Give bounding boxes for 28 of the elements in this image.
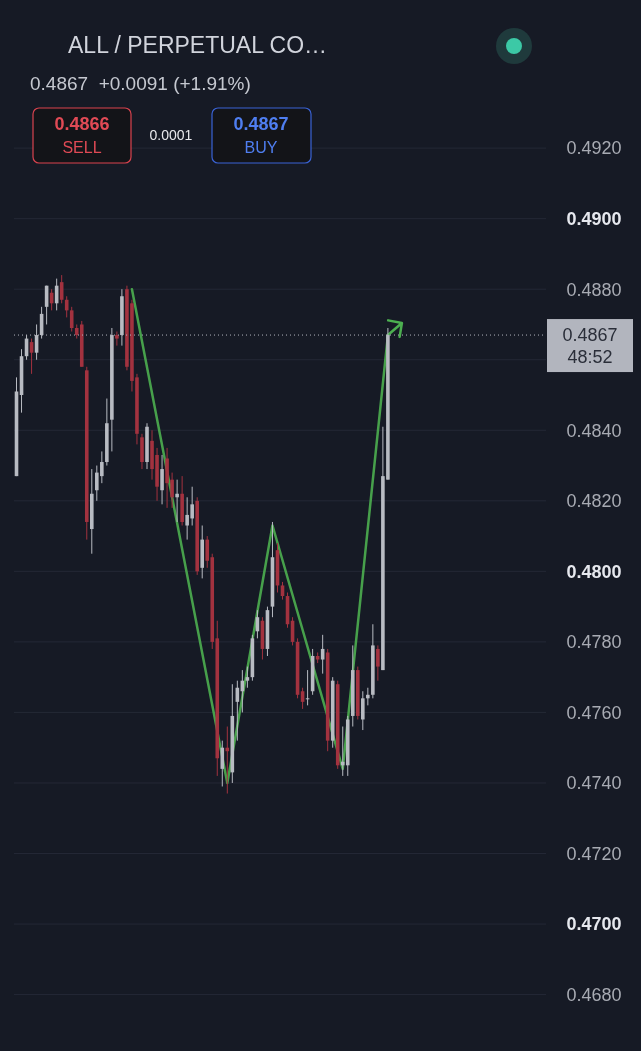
- annotation: SELL: [62, 139, 102, 156]
- annotation: 0.4867: [233, 114, 289, 134]
- candlestick: [160, 454, 164, 505]
- y-tick-label: 0.4700: [566, 914, 622, 935]
- candlestick: [376, 644, 380, 682]
- candlestick: [115, 331, 119, 347]
- y-tick-label: 0.4920: [566, 138, 622, 159]
- ref-line-label: 0.4867 48:52: [562, 325, 618, 368]
- y-tick-label: 0.4720: [566, 843, 622, 864]
- annotation: 0.0001: [149, 127, 193, 143]
- y-tick-label: 0.4740: [566, 773, 622, 794]
- candlestick: [245, 666, 250, 689]
- annotation: BUY: [244, 139, 278, 156]
- candlestick: [361, 690, 365, 731]
- text: 0.4867 +0.0091 (+1.91%): [30, 73, 251, 94]
- candlestick: [69, 306, 74, 333]
- y-tick-label: 0.4780: [566, 632, 622, 653]
- candlestick: [175, 479, 179, 523]
- y-tick-label: 0.4680: [566, 984, 622, 1005]
- y-tick-label: 0.4760: [566, 702, 622, 723]
- text: ALL / PERPETUAL CO…: [68, 32, 328, 58]
- candlestick: [220, 740, 225, 787]
- y-tick-label: 0.4820: [566, 491, 622, 512]
- y-tick-label: 0.4900: [566, 208, 622, 229]
- y-tick-label: 0.4800: [566, 561, 622, 582]
- y-tick-label: 0.4880: [566, 279, 622, 300]
- annotation: 0.4866: [54, 114, 110, 134]
- y-tick-label: 0.4840: [566, 420, 622, 441]
